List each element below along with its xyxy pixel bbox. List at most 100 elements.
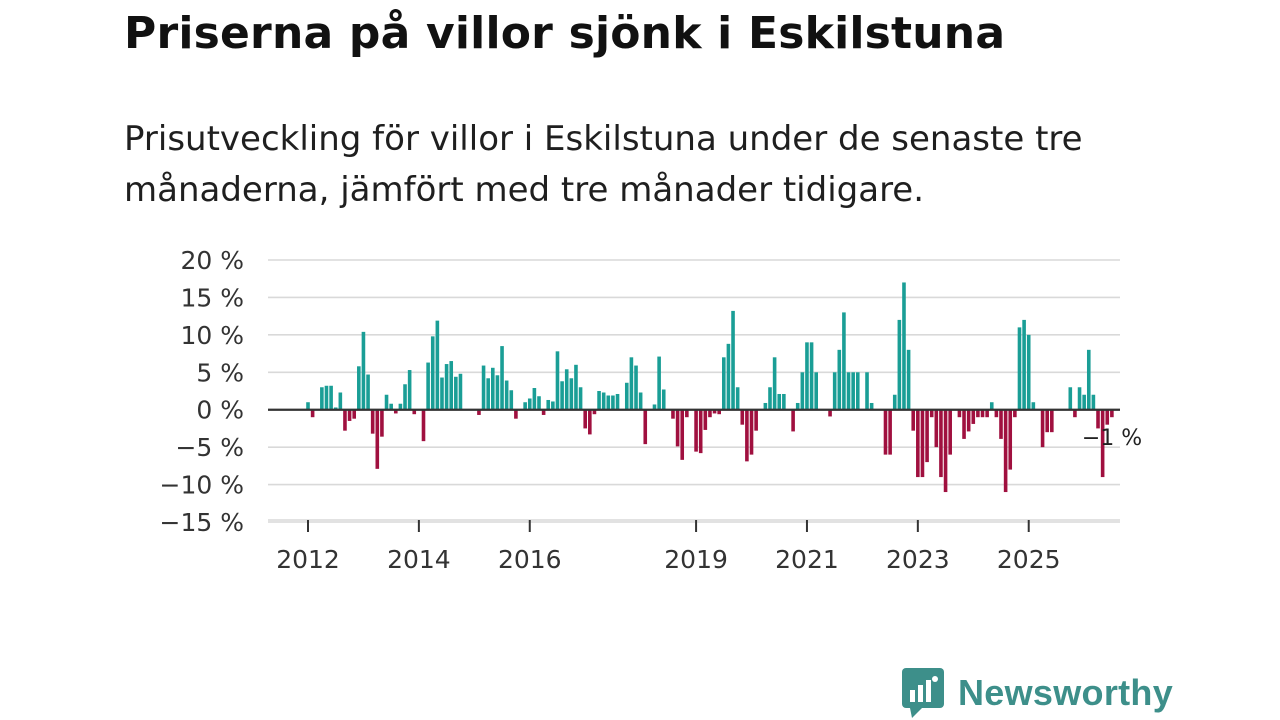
bar [657,356,661,410]
bar [694,409,698,452]
newsworthy-logo-icon [902,668,944,718]
bar [791,409,795,432]
bar [971,409,976,424]
bar [592,409,597,415]
bar [421,409,426,442]
bar [606,395,611,410]
bar [306,402,310,410]
bar [832,372,837,410]
bar [444,364,449,410]
bar [597,391,601,410]
bar [1086,349,1091,410]
bar [869,402,874,410]
bar [546,399,551,410]
bar [615,393,620,410]
bar [588,409,592,435]
bar [735,387,740,410]
bar [842,312,846,410]
bar [426,362,430,410]
bar [805,342,809,410]
bar [865,372,869,410]
bar [712,409,717,414]
bar [731,310,735,410]
x-tick-label: 2021 [775,545,839,574]
bar [624,382,629,410]
bar [509,390,514,410]
bar [754,409,758,431]
bar [310,409,315,418]
bar [495,375,500,410]
bar [491,367,495,410]
bar [329,385,333,410]
bar [652,404,657,410]
bar [745,409,749,462]
bar [943,409,948,493]
bar [440,377,444,410]
chart-title: Priserna på villor sjönk i Eskilstuna [124,8,1006,59]
bar [1013,409,1017,418]
bar [1008,409,1013,470]
bar [962,409,966,439]
last-value-label: −1 % [1082,426,1142,451]
bar [980,409,985,418]
bar [435,320,440,410]
bar [920,409,925,478]
bar [504,380,509,410]
bar [333,407,338,410]
bar [703,409,708,430]
bar [343,409,347,431]
bar [601,392,606,410]
bar-chart: 20 %15 %10 %5 %0 %−5 %−10 %−15 % 2012 201… [160,246,1143,574]
bar [1050,409,1054,433]
bar [722,357,726,410]
bar [999,409,1003,439]
x-tick-label: 2023 [886,545,950,574]
bar [814,372,818,410]
bar [1040,409,1045,448]
bar [1068,387,1073,410]
bar [976,409,980,418]
bar [925,409,929,463]
bar [324,385,329,410]
bar [578,387,583,410]
bar [994,409,999,418]
bar [939,409,943,478]
bar [629,357,634,410]
bar [338,392,343,410]
bar [957,409,962,418]
bar [347,409,352,421]
bar [911,409,916,431]
bar [846,372,851,410]
bar [412,409,417,415]
gridlines [268,259,1120,523]
bar [551,401,555,410]
bar [1105,409,1110,425]
chart-subtitle: Prisutveckling för villor i Eskilstuna u… [124,119,1083,210]
bar [403,384,407,410]
bar [569,378,574,410]
bar [934,409,939,448]
bar [828,409,832,417]
annotations: −1 % [1082,426,1142,451]
bar [514,409,518,419]
bar [366,374,370,410]
bar [560,381,564,410]
bar [698,409,703,454]
bar [574,364,578,410]
bar [407,370,412,410]
y-tick-label: 15 % [180,283,244,312]
y-tick-label: −10 % [160,471,244,500]
bar [740,409,745,425]
bar [708,409,712,418]
bar [897,319,902,410]
y-tick-label: −15 % [160,508,244,537]
bar [888,409,892,455]
bar [680,409,685,460]
bar [661,389,666,410]
bars [306,282,1114,493]
y-axis-labels: 20 % 15 % 10 % 5 % 0 % −5 % −10 % −15 % [160,246,244,537]
bar [430,336,435,410]
bar [398,403,403,410]
bar [555,351,560,410]
bar [1077,387,1082,410]
